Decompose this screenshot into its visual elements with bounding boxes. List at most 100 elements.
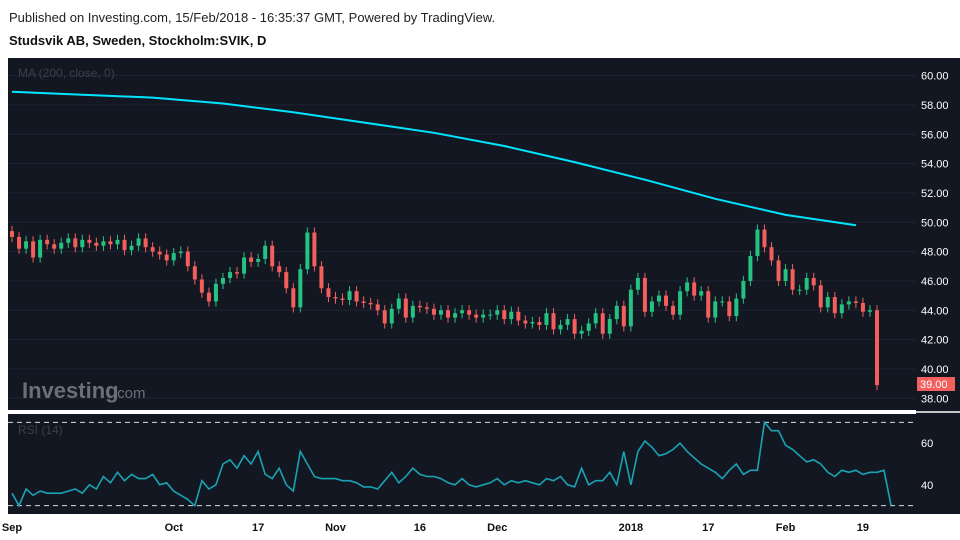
candle-body (509, 311, 514, 320)
candle (649, 296, 654, 317)
candle-body (17, 236, 22, 249)
candle-body (143, 238, 148, 248)
candle (87, 234, 92, 248)
candle-body (277, 266, 282, 273)
candle-body (671, 305, 676, 315)
candle-body (24, 241, 29, 249)
x-tick-label: Oct (165, 522, 184, 534)
candle (136, 233, 141, 251)
candle-body (551, 313, 556, 330)
candle-body (228, 272, 233, 278)
candle-body (537, 322, 542, 325)
candle-body (846, 301, 851, 305)
candle (635, 272, 640, 295)
candle-body (66, 238, 71, 243)
candle (192, 261, 197, 285)
candle (284, 267, 289, 294)
candle (347, 286, 352, 306)
candle-body (73, 238, 78, 248)
candle-body (192, 266, 197, 280)
candle (453, 308, 458, 323)
candle (762, 224, 767, 253)
candle (685, 277, 690, 297)
candle-body (713, 301, 718, 318)
candle-body (101, 241, 106, 246)
rsi-axis-ticks: 60 40 (921, 438, 933, 492)
investing-watermark: Investing .com (22, 378, 146, 403)
candle-body (347, 291, 352, 300)
candle (249, 252, 254, 267)
candle (94, 237, 99, 251)
candle-body (417, 305, 422, 308)
candle-body (80, 239, 85, 248)
candle (875, 305, 879, 391)
candle (860, 297, 865, 317)
candle-body (460, 310, 465, 314)
candle (235, 267, 240, 279)
candle (446, 305, 451, 323)
candle-body (326, 288, 331, 298)
candle (312, 227, 317, 272)
candle-body (502, 310, 507, 320)
y-tick-label: 60.00 (921, 71, 949, 83)
y-tick-label: 38.00 (921, 393, 949, 405)
candle-body (586, 323, 591, 331)
y-tick-label: 56.00 (921, 129, 949, 141)
candle-body (474, 314, 479, 318)
candle-body (699, 291, 704, 296)
candle-body (523, 320, 528, 324)
candle-body (424, 307, 429, 309)
candle (692, 277, 697, 301)
candle-body (685, 282, 690, 292)
candle-body (727, 301, 732, 317)
candle-body (403, 298, 408, 318)
candle-body (94, 242, 99, 246)
candle-body (312, 232, 317, 267)
candle (115, 234, 120, 250)
candle-body (375, 304, 380, 311)
y-axis-ticks: 60.00 58.00 56.00 54.00 52.00 50.00 48.00 46.00… (921, 71, 949, 406)
candle (157, 246, 162, 260)
candle-body (136, 238, 141, 246)
candle (523, 315, 528, 329)
candle (10, 225, 14, 243)
candle-body (790, 269, 795, 290)
candle (403, 293, 408, 323)
candle-body (284, 272, 289, 289)
candle (228, 267, 233, 284)
candle (586, 318, 591, 336)
candle (825, 291, 830, 313)
candle (565, 313, 570, 331)
candle (291, 283, 296, 313)
candle (727, 296, 732, 322)
symbol-title: Studsvik AB, Sweden, Stockholm:SVIK, D (9, 33, 267, 48)
y-tick-label: 58.00 (921, 100, 949, 112)
ma-indicator-label: MA (200, close, 0) (18, 66, 115, 80)
price-axis (916, 58, 960, 514)
candle (361, 296, 366, 309)
x-tick-label: Sep (2, 522, 22, 534)
candle (495, 305, 500, 320)
candle (628, 284, 633, 332)
candle-body (270, 245, 275, 267)
candle (38, 234, 43, 263)
candle (846, 296, 851, 310)
candle-body (572, 319, 577, 334)
candle (804, 272, 809, 295)
candle (853, 296, 858, 309)
candle (122, 234, 127, 256)
candle (410, 300, 415, 323)
candle (734, 293, 739, 322)
candle (143, 233, 148, 253)
candle (206, 287, 211, 307)
candle (783, 264, 788, 287)
candle-body (389, 308, 394, 324)
x-tick-label: 17 (252, 522, 264, 534)
candle (755, 224, 760, 262)
candle (530, 316, 535, 329)
candle-body (635, 278, 640, 290)
candle-body (157, 251, 162, 255)
candle (185, 246, 190, 272)
candle-body (185, 251, 190, 267)
